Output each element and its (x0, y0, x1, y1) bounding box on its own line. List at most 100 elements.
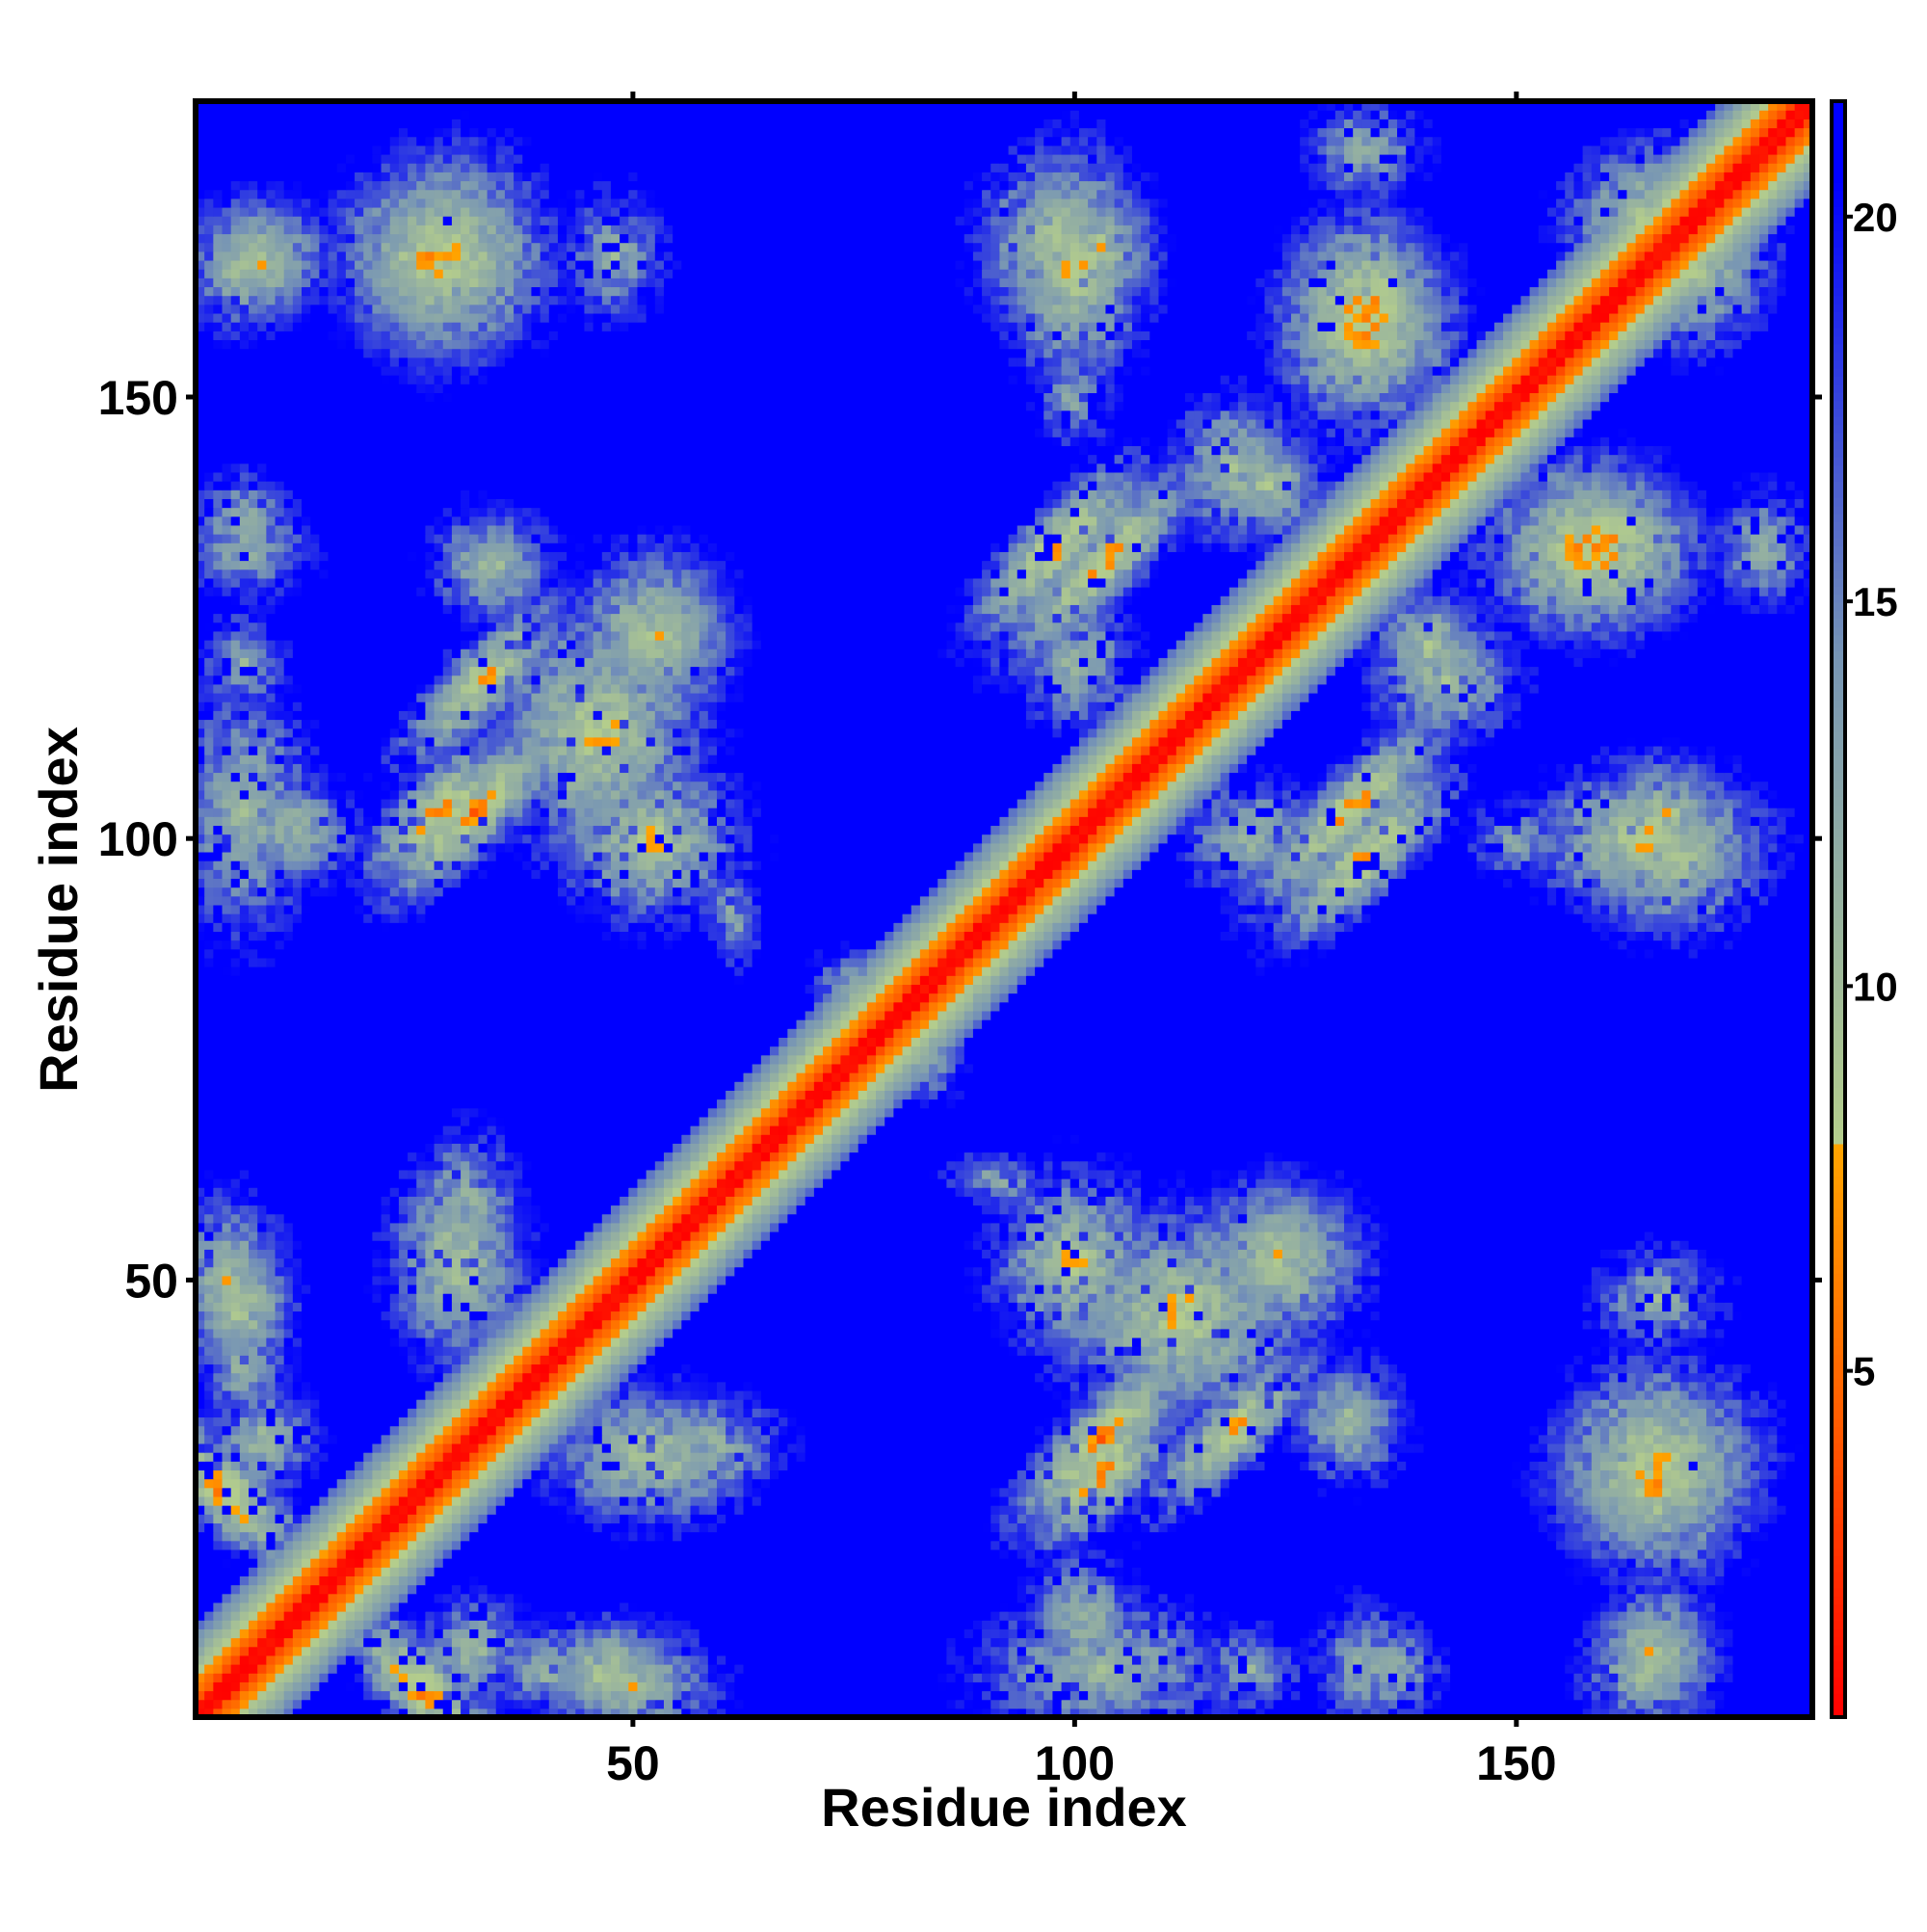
heatmap-cell (548, 1469, 559, 1480)
heatmap-cell (743, 1584, 753, 1595)
heatmap-cell (1379, 1478, 1389, 1489)
heatmap-cell (1785, 1628, 1796, 1639)
heatmap-cell (673, 1628, 682, 1639)
heatmap-cell (1052, 1567, 1063, 1576)
heatmap-cell (1777, 1707, 1787, 1718)
heatmap-cell (283, 1593, 294, 1603)
heatmap-cell (972, 1531, 983, 1542)
heatmap-cell (451, 1637, 462, 1648)
heatmap-cell (1609, 1478, 1619, 1489)
heatmap-cell (760, 1495, 771, 1506)
heatmap-cell (557, 1681, 568, 1692)
heatmap-cell (302, 1558, 311, 1568)
heatmap-cell (1635, 1707, 1646, 1718)
heatmap-cell (1546, 1567, 1557, 1576)
heatmap-cell (893, 1664, 904, 1674)
heatmap-cell (1529, 1673, 1540, 1682)
heatmap-cell (1344, 1522, 1354, 1533)
heatmap-cell (1016, 1558, 1027, 1568)
heatmap-cell (1237, 1654, 1248, 1665)
heatmap-cell (601, 1611, 612, 1621)
heatmap-cell (1069, 1540, 1080, 1550)
heatmap-cell (1105, 1611, 1116, 1621)
heatmap-cell (779, 1558, 788, 1568)
heatmap-cell (1803, 1567, 1813, 1576)
heatmap-cell (1069, 1487, 1080, 1497)
heatmap-cell (372, 1620, 383, 1629)
heatmap-cell (1671, 1575, 1681, 1586)
heatmap-cell (770, 1567, 779, 1576)
heatmap-cell (1273, 1575, 1283, 1586)
heatmap-cell (266, 1514, 277, 1523)
heatmap-cell (213, 1699, 224, 1709)
heatmap-cell (540, 1495, 550, 1506)
heatmap-cell (425, 1584, 436, 1595)
heatmap-cell (1202, 1664, 1213, 1674)
heatmap-cell (416, 1487, 426, 1497)
heatmap-cell (1078, 1558, 1089, 1568)
heatmap-cell (743, 1548, 753, 1559)
heatmap-cell (1052, 1593, 1063, 1603)
heatmap-cell (1715, 1601, 1725, 1612)
heatmap-cell (1158, 1505, 1169, 1515)
heatmap-cell (1397, 1540, 1407, 1550)
heatmap-cell (1715, 1495, 1725, 1506)
heatmap-cell (1503, 1620, 1513, 1629)
heatmap-cell (522, 1495, 533, 1506)
heatmap-cell (1167, 1575, 1177, 1586)
heatmap-cell (752, 1664, 762, 1674)
heatmap-cell (478, 1637, 488, 1648)
heatmap-cell (434, 1567, 444, 1576)
heatmap-cell (646, 1628, 656, 1639)
heatmap-cell (1361, 1495, 1372, 1506)
heatmap-cell (266, 1681, 277, 1692)
heatmap-cell (222, 1628, 232, 1639)
heatmap-cell (345, 1548, 356, 1559)
heatmap-cell (345, 1478, 356, 1489)
heatmap-cell (1387, 1654, 1398, 1665)
heatmap-cell (610, 1611, 620, 1621)
heatmap-cell (1582, 1664, 1593, 1674)
heatmap-cell (999, 1514, 1010, 1523)
heatmap-cell (1105, 1522, 1116, 1533)
heatmap-cell (1025, 1707, 1036, 1718)
heatmap-cell (779, 1654, 788, 1665)
heatmap-cell (514, 1584, 523, 1595)
heatmap-cell (1432, 1620, 1442, 1629)
heatmap-cell (779, 1601, 788, 1612)
heatmap-cell (637, 1584, 647, 1595)
heatmap-cell (204, 1646, 214, 1656)
heatmap-cell (813, 1601, 824, 1612)
heatmap-cell (990, 1664, 1001, 1674)
heatmap-cell (805, 1531, 815, 1542)
heatmap-cell (1353, 1664, 1362, 1674)
heatmap-cell (425, 1505, 436, 1515)
heatmap-cell (1565, 1514, 1575, 1523)
heatmap-cell (946, 1540, 957, 1550)
heatmap-cell (1361, 1548, 1372, 1559)
heatmap-cell (1317, 1558, 1328, 1568)
heatmap-cell (514, 1681, 523, 1692)
heatmap-cell (522, 1611, 533, 1621)
heatmap-cell (1724, 1487, 1734, 1497)
heatmap-cell (292, 1478, 303, 1489)
heatmap-cell (699, 1699, 709, 1709)
heatmap-cell (1440, 1495, 1451, 1506)
heatmap-cell (1785, 1540, 1796, 1550)
heatmap-cell (813, 1646, 824, 1656)
heatmap-cell (1715, 1487, 1725, 1497)
heatmap-cell (1440, 1505, 1451, 1515)
heatmap-cell (1228, 1620, 1239, 1629)
heatmap-cell (1344, 1620, 1354, 1629)
heatmap-cell (1184, 1620, 1195, 1629)
heatmap-cell (1016, 1646, 1027, 1656)
heatmap-cell (1344, 1478, 1354, 1489)
heatmap-cell (408, 1593, 417, 1603)
heatmap-cell (707, 1654, 718, 1665)
heatmap-cell (1096, 1487, 1107, 1497)
heatmap-cell (752, 1531, 762, 1542)
heatmap-cell (1141, 1673, 1150, 1682)
heatmap-cell (292, 1593, 303, 1603)
heatmap-cell (1175, 1514, 1186, 1523)
heatmap-cell (1175, 1531, 1186, 1542)
